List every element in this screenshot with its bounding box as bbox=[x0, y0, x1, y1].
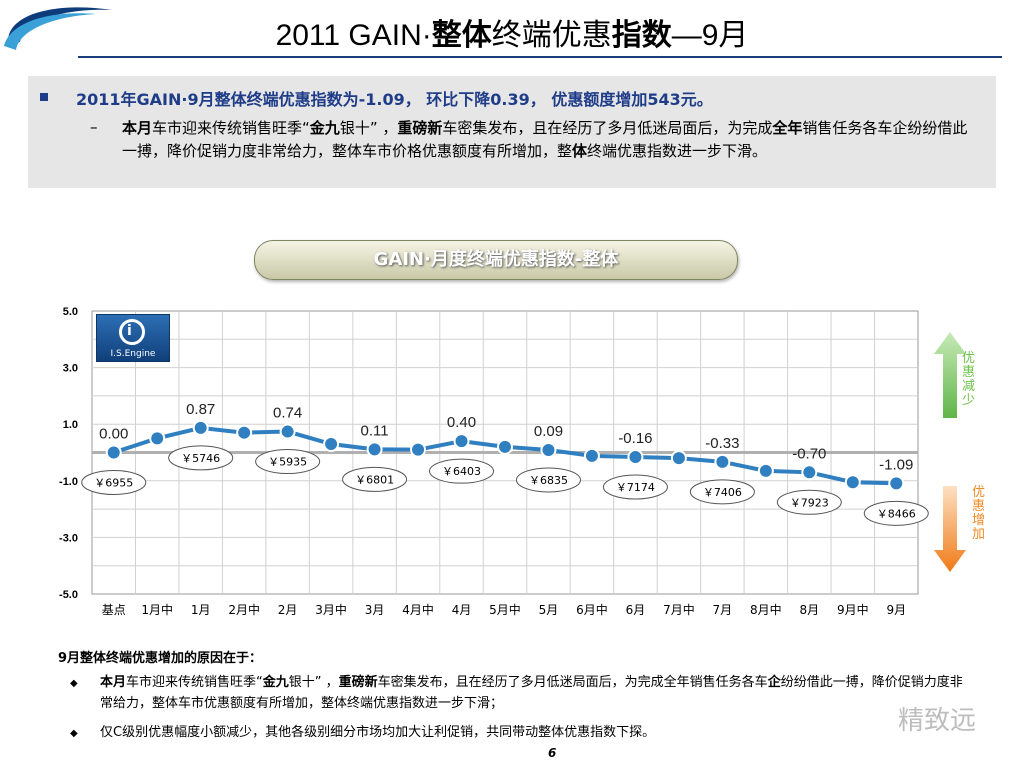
diamond-bullet-icon: ◆ bbox=[70, 678, 78, 689]
diamond-bullet-icon: ◆ bbox=[70, 728, 78, 739]
price-label-bubble bbox=[81, 470, 147, 495]
y-tick-label: -5.0 bbox=[59, 589, 78, 601]
x-tick-label: 6月 bbox=[626, 603, 646, 617]
square-bullet-icon bbox=[40, 93, 48, 101]
price-label-bubble bbox=[168, 445, 234, 471]
price-label: ￥6403 bbox=[442, 465, 481, 478]
reason-item-1: 本月车市迎来传统销售旺季“金九银十” ，重磅新车密集发布，且在经历了多月低迷局面… bbox=[100, 675, 963, 711]
x-tick-label: 5月中 bbox=[489, 602, 521, 617]
data-value-label: -1.09 bbox=[879, 456, 913, 473]
x-tick-label: 3月中 bbox=[315, 602, 347, 617]
watermark-text: 精致远 bbox=[898, 706, 977, 736]
data-point bbox=[844, 474, 861, 491]
x-tick-label: 2月 bbox=[278, 603, 298, 617]
x-tick-label: 1月中 bbox=[141, 602, 173, 617]
x-tick-label: 9月 bbox=[886, 603, 906, 617]
summary-detail: 本月车市迎来传统销售旺季“金九银十” ，重磅新车密集发布，且在经历了多月低迷局面… bbox=[122, 119, 968, 160]
data-point bbox=[670, 450, 687, 467]
data-point bbox=[801, 464, 818, 481]
is-engine-logo: i I.S.Engine bbox=[96, 314, 170, 362]
data-point bbox=[323, 436, 340, 453]
page-number: 6 bbox=[548, 746, 557, 760]
is-engine-logo-text: I.S.Engine bbox=[110, 349, 156, 359]
data-value-label: 0.11 bbox=[361, 422, 389, 439]
x-tick-label: 8月中 bbox=[750, 602, 782, 617]
data-point bbox=[540, 441, 557, 458]
data-value-label: -0.33 bbox=[705, 435, 739, 452]
data-value-label: -0.16 bbox=[618, 430, 652, 447]
price-label: ￥7174 bbox=[616, 481, 655, 494]
data-value-label: 0.87 bbox=[186, 401, 215, 418]
x-tick-label: 2月中 bbox=[228, 602, 260, 617]
data-value-label: 0.40 bbox=[447, 414, 476, 431]
data-point bbox=[410, 441, 427, 458]
brand-swoosh-logo bbox=[4, 7, 112, 50]
x-tick-label: 9月中 bbox=[837, 602, 869, 617]
data-point bbox=[149, 430, 166, 447]
price-label: ￥5935 bbox=[268, 456, 307, 469]
price-label-bubble bbox=[602, 474, 668, 500]
less-discount-label: 优惠减少 bbox=[962, 351, 976, 408]
price-label: ￥6835 bbox=[529, 474, 568, 487]
price-label-bubble bbox=[429, 458, 495, 484]
price-label: ￥6801 bbox=[355, 473, 394, 486]
x-tick-label: 4月 bbox=[452, 603, 472, 617]
data-point bbox=[236, 424, 253, 441]
y-tick-label: 1.0 bbox=[63, 419, 78, 431]
dash-bullet-icon: – bbox=[90, 118, 98, 136]
summary-box bbox=[28, 76, 996, 188]
y-tick-label: -3.0 bbox=[59, 532, 78, 544]
data-point bbox=[192, 419, 209, 436]
x-tick-label: 1月 bbox=[191, 603, 211, 617]
x-tick-label: 7月中 bbox=[663, 602, 695, 617]
data-point bbox=[627, 449, 644, 466]
data-point bbox=[453, 433, 470, 450]
x-tick-label: 5月 bbox=[539, 603, 559, 617]
price-label: ￥8466 bbox=[877, 507, 916, 520]
data-value-label: -0.70 bbox=[792, 445, 826, 462]
price-label-bubble bbox=[863, 500, 929, 526]
x-tick-label: 7月 bbox=[713, 603, 733, 617]
x-tick-label: 8月 bbox=[799, 603, 819, 617]
up-arrow-icon bbox=[934, 332, 966, 418]
price-label-bubble bbox=[255, 449, 321, 475]
title-divider bbox=[78, 56, 1002, 58]
price-label-bubble bbox=[515, 467, 581, 493]
data-point bbox=[279, 423, 296, 440]
price-label: ￥6955 bbox=[94, 477, 133, 490]
x-tick-label: 3月 bbox=[365, 603, 385, 617]
more-discount-label: 优惠增加 bbox=[972, 485, 986, 542]
page-title: 2011 GAIN·整体终端优惠指数—9月 bbox=[275, 19, 749, 52]
price-label: ￥7406 bbox=[703, 486, 742, 499]
y-tick-label: 3.0 bbox=[63, 363, 78, 375]
price-label: ￥7923 bbox=[790, 496, 829, 509]
data-point bbox=[497, 438, 513, 455]
price-label: ￥5746 bbox=[181, 452, 220, 465]
data-value-label: 0.00 bbox=[99, 426, 128, 443]
is-engine-mark-icon bbox=[119, 319, 145, 345]
index-line-chart: 5.0 3.0 1.0 -1.0 -3.0 -5.0 基点 1月中 1月 2月中 2月 3月中 3月 4月… bbox=[59, 306, 929, 617]
price-label-bubble bbox=[776, 489, 842, 515]
data-value-label: 0.09 bbox=[534, 423, 563, 440]
x-tick-label: 6月中 bbox=[576, 602, 608, 617]
data-point bbox=[583, 447, 600, 464]
reasons-title: 9月整体终端优惠增加的原因在于： bbox=[58, 651, 263, 666]
data-point bbox=[757, 462, 774, 479]
data-point bbox=[888, 475, 905, 492]
down-arrow-icon bbox=[934, 486, 966, 572]
data-value-label: 0.74 bbox=[273, 405, 302, 422]
price-label-bubble bbox=[342, 466, 408, 492]
x-tick-label: 基点 bbox=[102, 603, 126, 617]
data-point bbox=[366, 441, 383, 458]
data-point bbox=[105, 444, 122, 461]
summary-headline: 2011年GAIN·9月整体终端优惠指数为-1.09， 环比下降0.39， 优惠… bbox=[76, 90, 713, 109]
x-tick-label: 4月中 bbox=[402, 602, 434, 617]
price-label-bubble bbox=[689, 479, 755, 505]
reason-item-2: 仅C级别优惠幅度小额减少，其他各级别细分市场均加大让利促销，共同带动整体优惠指数… bbox=[100, 725, 656, 740]
y-tick-label: 5.0 bbox=[63, 306, 78, 318]
chart-title: GAIN·月度终端优惠指数-整体 bbox=[254, 240, 738, 280]
y-tick-label: -1.0 bbox=[59, 476, 78, 488]
data-point bbox=[714, 453, 731, 470]
